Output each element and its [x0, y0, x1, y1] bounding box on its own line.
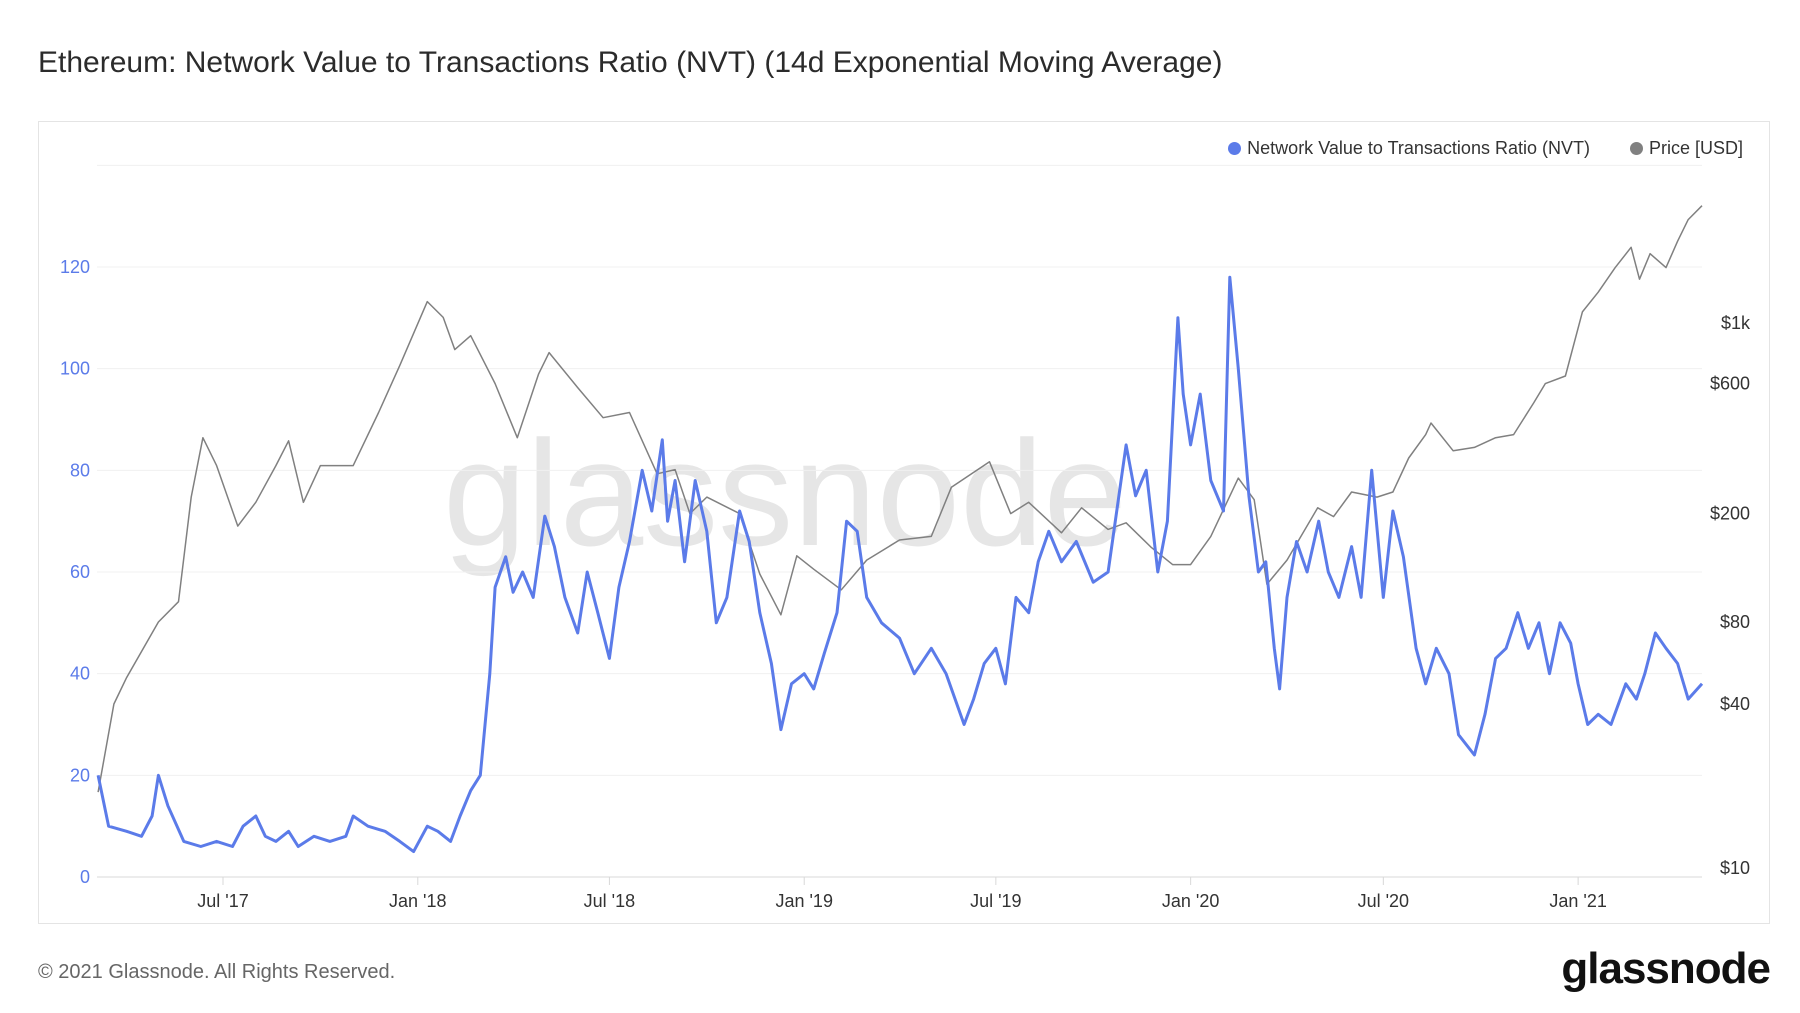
legend-item-price[interactable]: Price [USD]	[1629, 138, 1743, 159]
legend-item-nvt[interactable]: Network Value to Transactions Ratio (NVT…	[1228, 138, 1590, 159]
glassnode-logo[interactable]: glassnode	[1561, 944, 1771, 993]
chart-title: Ethereum: Network Value to Transactions …	[38, 46, 1223, 79]
y-left-tick-label: 40	[70, 664, 90, 684]
y-left-tick-label: 120	[60, 257, 90, 277]
legend-label-nvt: Network Value to Transactions Ratio (NVT…	[1247, 138, 1590, 158]
legend-dot-nvt	[1228, 142, 1242, 155]
y-right-tick-label: $80	[1720, 612, 1750, 632]
series-line-price	[97, 205, 1703, 793]
series-line-nvt	[96, 275, 1704, 854]
x-tick-label: Jul '20	[1358, 891, 1409, 911]
y-left-tick-label: 0	[80, 867, 90, 887]
y-left-tick-label: 20	[70, 765, 90, 785]
copyright: © 2021 Glassnode. All Rights Reserved.	[38, 961, 396, 983]
x-tick-label: Jul '18	[584, 891, 635, 911]
y-left-tick-label: 80	[70, 460, 90, 480]
legend: Network Value to Transactions Ratio (NVT…	[1228, 138, 1743, 159]
legend-dot-price	[1629, 142, 1643, 155]
legend-label-price: Price [USD]	[1648, 138, 1743, 158]
y-right-tick-label: $10	[1720, 858, 1750, 878]
y-right-tick-label: $40	[1720, 694, 1750, 714]
x-tick-label: Jul '17	[197, 891, 248, 911]
y-right-tick-label: $1k	[1721, 313, 1751, 333]
x-tick-label: Jan '21	[1549, 891, 1606, 911]
x-tick-label: Jan '18	[389, 891, 446, 911]
y-left-tick-label: 100	[60, 359, 90, 379]
watermark: glassnode	[443, 409, 1127, 577]
y-right-tick-label: $600	[1710, 374, 1750, 394]
chart-frame	[38, 121, 1770, 924]
y-left-tick-label: 60	[70, 562, 90, 582]
y-right-tick-label: $200	[1710, 504, 1750, 524]
x-tick-label: Jul '19	[970, 891, 1021, 911]
x-tick-label: Jan '20	[1162, 891, 1219, 911]
x-tick-label: Jan '19	[775, 891, 832, 911]
